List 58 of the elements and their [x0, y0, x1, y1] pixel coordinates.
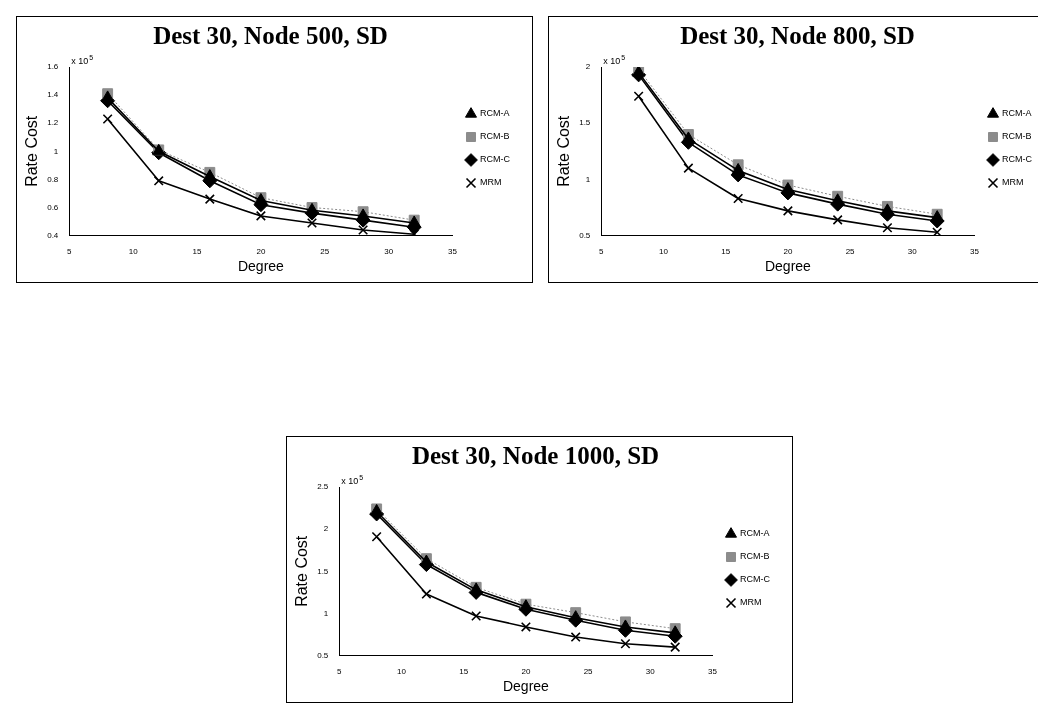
y-tick-label: 1	[53, 146, 59, 156]
y-tick-label: 1	[585, 174, 591, 184]
y-tick-label: 0.6	[47, 202, 59, 212]
x-tick-label: 5	[599, 246, 605, 256]
x-tick-label: 15	[192, 246, 203, 256]
x-axis-title: Degree	[237, 258, 285, 275]
x-tick-label: 35	[970, 246, 980, 256]
y-axis-title: Rate Cost	[555, 115, 573, 187]
x-tick-label: 20	[521, 666, 531, 676]
legend-label: MRM	[740, 597, 762, 608]
x-tick-label: 35	[448, 246, 458, 256]
x-tick-label: 5	[67, 246, 73, 256]
y-tick-label: 1	[323, 608, 329, 618]
y-tick-label: 0.4	[47, 230, 59, 240]
y-tick-label: 1.2	[47, 118, 59, 128]
x-axis-title: Degree	[502, 678, 550, 695]
y-axis-title: Rate Cost	[23, 115, 41, 187]
legend-label: RCM-C	[740, 574, 771, 585]
legend-label: RCM-A	[480, 108, 510, 119]
legend-label: RCM-A	[1002, 108, 1032, 119]
y-tick-label: 2.5	[317, 482, 329, 492]
legend-label: RCM-B	[1002, 131, 1032, 142]
x-axis-title: Degree	[764, 258, 812, 275]
y-tick-label: 1.4	[47, 90, 59, 100]
y-tick-label: 1.6	[47, 62, 59, 72]
x-tick-label: 20	[783, 246, 793, 256]
legend-label: RCM-C	[480, 154, 511, 165]
legend-label: RCM-B	[740, 551, 770, 562]
legend-label: RCM-A	[740, 528, 770, 539]
y-tick-label: 1.5	[317, 566, 329, 576]
x-tick-label: 30	[645, 666, 656, 676]
x-tick-label: 10	[659, 246, 669, 256]
y-tick-label: 2	[323, 524, 329, 534]
y-axis-title: Rate Cost	[293, 535, 311, 607]
y-tick-label: 0.5	[317, 650, 329, 660]
x-tick-label: 20	[256, 246, 266, 256]
x-tick-label: 30	[907, 246, 918, 256]
x-tick-label: 35	[708, 666, 718, 676]
legend-label: MRM	[1002, 177, 1024, 188]
chart-title: Dest 30, Node 1000, SD	[411, 442, 660, 470]
x-tick-label: 30	[384, 246, 394, 256]
chart-title: Dest 30, Node 800, SD	[680, 22, 915, 50]
y-tick-label: 2	[585, 62, 591, 72]
y-tick-label: 0.5	[579, 230, 591, 240]
y-tick-label: 0.8	[47, 174, 59, 184]
x-tick-label: 10	[397, 666, 407, 676]
x-tick-label: 25	[583, 666, 594, 676]
x-tick-label: 25	[845, 246, 856, 256]
legend-label: RCM-C	[1002, 154, 1033, 165]
x-tick-label: 15	[721, 246, 731, 256]
legend-label: MRM	[480, 177, 502, 188]
x-tick-label: 25	[320, 246, 330, 256]
x-tick-label: 10	[128, 246, 139, 256]
y-tick-label: 1.5	[579, 118, 591, 128]
legend-label: RCM-B	[480, 131, 510, 142]
x-tick-label: 5	[337, 666, 343, 676]
x-tick-label: 15	[459, 666, 469, 676]
chart-title: Dest 30, Node 500, SD	[153, 22, 388, 50]
